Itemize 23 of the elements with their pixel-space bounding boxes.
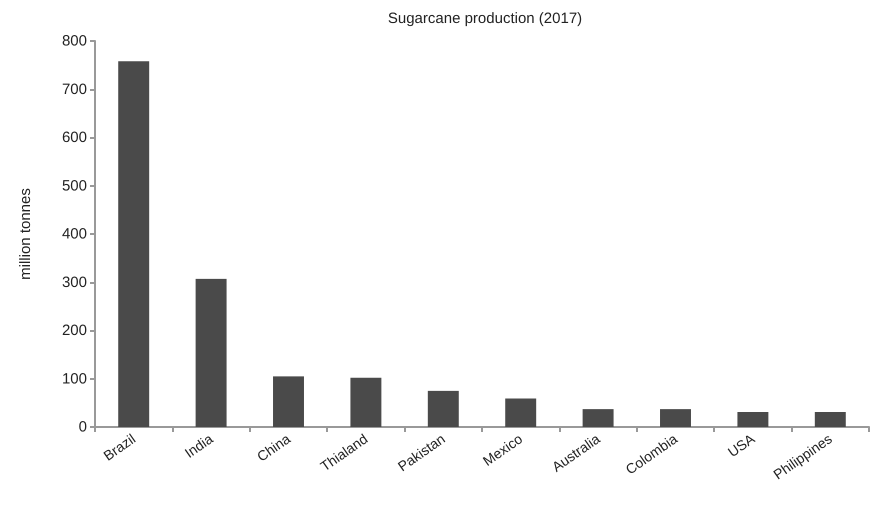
- y-tick-label: 700: [62, 80, 87, 98]
- bar: [428, 390, 459, 427]
- bar: [814, 412, 846, 427]
- bar: [737, 412, 768, 427]
- y-tick-label: 300: [62, 274, 87, 291]
- y-tick-label: 600: [62, 129, 87, 146]
- y-tick-label: 500: [62, 177, 87, 194]
- y-tick-label: 800: [62, 32, 87, 50]
- bar: [582, 409, 614, 427]
- y-tick-label: 100: [62, 370, 87, 388]
- bar: [350, 378, 382, 427]
- y-tick-label: 400: [62, 226, 87, 242]
- bar: [196, 278, 227, 427]
- bar: [505, 398, 536, 427]
- x-tick-label: India: [182, 430, 216, 461]
- y-tick-label: 200: [62, 322, 87, 339]
- y-axis-title: million tonnes: [17, 188, 34, 280]
- x-tick-label: USA: [724, 430, 758, 460]
- bar: [273, 376, 304, 427]
- bar: [118, 61, 150, 427]
- chart-title: Sugarcane production (2017): [388, 10, 582, 27]
- y-tick-label: 0: [78, 418, 87, 436]
- bar: [660, 409, 691, 427]
